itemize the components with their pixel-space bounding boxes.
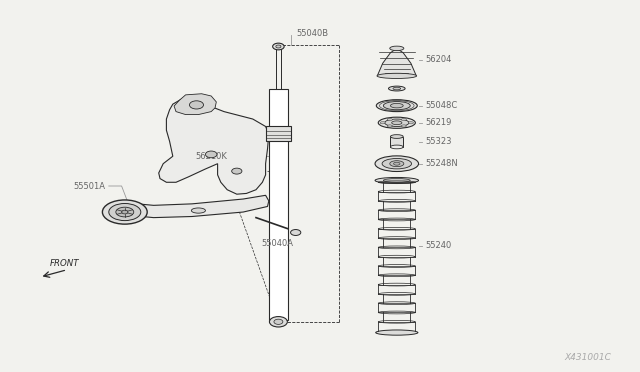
Ellipse shape	[189, 101, 204, 109]
Text: 55040B: 55040B	[296, 29, 328, 38]
Polygon shape	[125, 195, 269, 218]
Ellipse shape	[205, 151, 217, 158]
Polygon shape	[159, 95, 269, 194]
Ellipse shape	[390, 145, 403, 149]
Ellipse shape	[191, 208, 205, 213]
Ellipse shape	[378, 117, 415, 128]
Text: 56204: 56204	[425, 55, 451, 64]
Ellipse shape	[383, 179, 410, 182]
Ellipse shape	[376, 330, 418, 335]
Ellipse shape	[376, 100, 417, 112]
Ellipse shape	[269, 317, 287, 327]
Text: 55040A: 55040A	[261, 239, 293, 248]
Ellipse shape	[388, 86, 405, 91]
Ellipse shape	[291, 230, 301, 235]
Ellipse shape	[232, 168, 242, 174]
Ellipse shape	[408, 122, 413, 124]
Text: 55048C: 55048C	[425, 101, 457, 110]
Polygon shape	[174, 94, 216, 115]
Text: 56219: 56219	[425, 118, 451, 127]
Ellipse shape	[390, 135, 403, 138]
Ellipse shape	[390, 103, 403, 108]
Ellipse shape	[109, 203, 141, 221]
Bar	[269, 89, 288, 320]
Bar	[390, 137, 403, 147]
Ellipse shape	[385, 119, 409, 126]
Polygon shape	[378, 48, 416, 77]
Ellipse shape	[393, 87, 401, 90]
Ellipse shape	[122, 210, 128, 214]
Text: 55248N: 55248N	[425, 159, 458, 168]
Text: X431001C: X431001C	[564, 353, 611, 362]
Ellipse shape	[116, 207, 134, 217]
Ellipse shape	[273, 43, 284, 50]
Text: 55240: 55240	[425, 241, 451, 250]
Text: FRONT: FRONT	[50, 259, 79, 268]
Bar	[266, 126, 291, 141]
Ellipse shape	[401, 125, 406, 127]
Ellipse shape	[375, 156, 419, 171]
Ellipse shape	[102, 200, 147, 224]
Ellipse shape	[382, 158, 412, 169]
Text: 56210K: 56210K	[195, 152, 227, 161]
Text: 55501A: 55501A	[74, 182, 106, 190]
Ellipse shape	[390, 161, 404, 167]
Ellipse shape	[401, 118, 406, 121]
Ellipse shape	[387, 118, 392, 121]
Ellipse shape	[375, 177, 419, 183]
Ellipse shape	[387, 125, 392, 127]
Ellipse shape	[394, 162, 400, 165]
Ellipse shape	[377, 73, 417, 78]
Ellipse shape	[390, 46, 404, 51]
Ellipse shape	[392, 121, 402, 125]
Text: 55323: 55323	[425, 137, 451, 146]
Ellipse shape	[383, 102, 410, 110]
Ellipse shape	[274, 319, 283, 324]
Ellipse shape	[276, 45, 281, 48]
Ellipse shape	[380, 122, 385, 124]
